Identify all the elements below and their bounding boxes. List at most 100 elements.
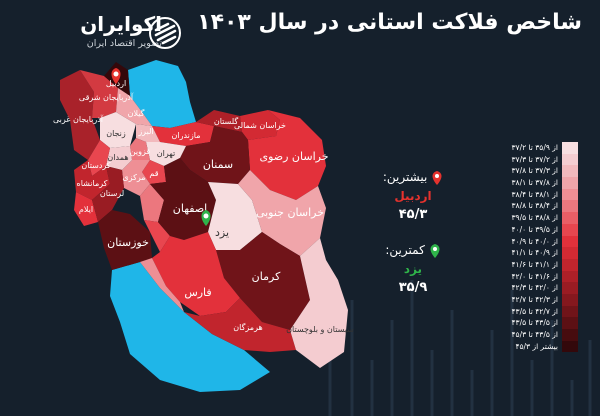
- province-kohgiluyeh[interactable]: [144, 220, 170, 252]
- label-gilan: گیلان: [128, 108, 145, 118]
- legend-label: از ۳۵/۹ تا ۳۷/۲: [511, 143, 558, 152]
- province-fars[interactable]: [152, 232, 240, 316]
- province-north-khorasan[interactable]: [240, 110, 280, 140]
- legend-label: از ۴۳/۵ تا ۴۵/۳: [511, 330, 558, 339]
- province-chaharmahal[interactable]: [140, 184, 164, 222]
- label-razavi-khorasan: خراسان رضوی: [259, 150, 328, 163]
- legend-item: از ۳۹/۵ تا ۴۰/۰: [494, 223, 578, 236]
- brand-name: اکوایران: [80, 12, 162, 36]
- province-east-azarbaijan[interactable]: [80, 70, 118, 118]
- legend-swatch: [562, 142, 578, 154]
- persian-gulf: [110, 262, 270, 392]
- brand-logo: اکوایران تصویر اقتصاد ایران: [20, 12, 181, 60]
- province-gilan[interactable]: [116, 88, 152, 126]
- province-ilam[interactable]: [74, 192, 98, 226]
- min-value: ۳۵/۹: [398, 279, 428, 295]
- label-tehran: تهران: [157, 149, 175, 158]
- label-yazd: یزد: [215, 226, 229, 239]
- label-hormozgan: هرمزگان: [233, 322, 262, 332]
- legend-label: بیشتر از ۴۵/۳: [515, 341, 558, 351]
- legend-item: از ۳۷/۳ تا ۳۷/۸: [494, 165, 578, 178]
- legend-swatch: [562, 165, 578, 178]
- map-pin-icon: [430, 243, 440, 258]
- legend: از ۳۵/۹ تا ۳۷/۲ از ۳۷/۲ تا ۳۷/۳ از ۳۷/۳ تا…: [494, 142, 578, 353]
- legend-swatch: [562, 153, 578, 166]
- province-lorestan[interactable]: [92, 166, 124, 222]
- legend-item: از ۴۰/۰ تا ۴۰/۹: [494, 235, 578, 248]
- brand-tagline: تصویر اقتصاد ایران: [86, 38, 162, 49]
- province-markazi[interactable]: [122, 160, 150, 196]
- province-mazandaran[interactable]: [152, 122, 214, 146]
- province-west-azarbaijan[interactable]: [60, 70, 100, 160]
- caspian-sea: [128, 60, 196, 128]
- label-hamedan: همدان: [107, 153, 128, 162]
- legend-label: از ۳۷/۳ تا ۳۷/۸: [511, 166, 558, 176]
- label-alborz: البرز: [137, 127, 153, 136]
- label-ilam: ایلام: [79, 205, 93, 214]
- legend-item: از ۴۰/۹ تا ۴۱/۱: [494, 247, 578, 259]
- legend-label: از ۳۸/۴ تا ۳۸/۸: [511, 201, 558, 211]
- province-zanjan[interactable]: [100, 112, 136, 148]
- label-north-khorasan: خراسان شمالی: [234, 121, 286, 130]
- legend-swatch: [562, 317, 578, 329]
- label-qazvin: قزوین: [130, 147, 151, 156]
- legend-swatch: [562, 177, 578, 189]
- province-bushehr[interactable]: [140, 258, 184, 312]
- province-golestan[interactable]: [196, 110, 242, 132]
- province-kerman[interactable]: [216, 232, 310, 330]
- legend-item: از ۳۸/۴ تا ۳۸/۸: [494, 200, 578, 213]
- label-markazi: مرکزی: [122, 173, 145, 182]
- legend-label: از ۴۲/۷ تا ۴۳/۵: [511, 306, 558, 316]
- legend-label: از ۴۲/۳ تا ۴۲/۷: [511, 294, 558, 304]
- province-kurdistan[interactable]: [88, 140, 110, 176]
- min-province: یزد: [403, 261, 423, 276]
- province-qom[interactable]: [142, 160, 166, 184]
- legend-item: از ۴۳/۵ تا ۴۳/۵: [494, 317, 578, 329]
- label-west-azarbaijan: آذربایجان غربی: [53, 114, 104, 124]
- province-hormozgan[interactable]: [184, 298, 296, 352]
- legend-item: از ۴۲/۳ تا ۴۲/۷: [494, 293, 578, 306]
- province-hamedan[interactable]: [106, 146, 132, 170]
- label-kurdistan: کردستان: [81, 161, 110, 170]
- legend-label: از ۳۸/۱ تا ۳۸/۴: [511, 189, 558, 199]
- province-kermanshah[interactable]: [74, 160, 110, 200]
- label-zanjan: زنجان: [106, 129, 126, 138]
- province-khuzestan[interactable]: [98, 210, 152, 270]
- legend-swatch: [562, 293, 578, 306]
- legend-label: از ۴۳/۵ تا ۴۳/۵: [511, 318, 558, 328]
- legend-swatch: [562, 200, 578, 213]
- province-alborz[interactable]: [136, 124, 160, 142]
- max-highlight: بیشترین: اردبیل ۴۵/۳: [378, 170, 448, 222]
- province-razavi-khorasan[interactable]: [248, 110, 326, 200]
- province-qazvin[interactable]: [130, 138, 150, 160]
- province-sistan[interactable]: [290, 238, 348, 368]
- map-pin-icon: [201, 210, 211, 226]
- province-semnan[interactable]: [180, 126, 250, 184]
- ecoiran-logo-icon: [149, 17, 181, 49]
- legend-item: از ۴۳/۵ تا ۴۵/۳: [494, 329, 578, 341]
- legend-swatch: [562, 340, 578, 353]
- label-lorestan: لرستان: [100, 189, 124, 198]
- legend-item: از ۴۲/۰ تا ۴۲/۳: [494, 282, 578, 294]
- legend-item: از ۳۷/۸ تا ۳۸/۱: [494, 177, 578, 189]
- legend-swatch: [562, 270, 578, 283]
- label-mazandaran: مازندران: [172, 131, 201, 140]
- min-highlight: کمترین: یزد ۳۵/۹: [378, 243, 448, 295]
- legend-item: از ۴۱/۶ تا ۴۲/۰: [494, 270, 578, 283]
- legend-swatch: [562, 235, 578, 248]
- legend-label: از ۴۱/۶ تا ۴۲/۰: [511, 271, 558, 281]
- label-qom: قم: [149, 169, 158, 178]
- legend-label: از ۳۸/۸ تا ۳۹/۵: [511, 213, 558, 223]
- province-south-khorasan[interactable]: [238, 170, 326, 256]
- legend-swatch: [562, 329, 578, 341]
- province-isfahan[interactable]: [150, 158, 216, 240]
- max-province: اردبیل: [394, 188, 432, 203]
- legend-label: از ۳۷/۲ تا ۳۷/۳: [511, 154, 558, 164]
- province-yazd[interactable]: [208, 182, 262, 250]
- label-fars: فارس: [184, 286, 211, 299]
- legend-item: از ۴۱/۱ تا ۴۱/۶: [494, 258, 578, 271]
- legend-item: بیشتر از ۴۵/۳: [494, 340, 578, 353]
- legend-label: از ۳۷/۸ تا ۳۸/۱: [511, 178, 558, 188]
- label-kermanshah: کرمانشاه: [77, 179, 108, 188]
